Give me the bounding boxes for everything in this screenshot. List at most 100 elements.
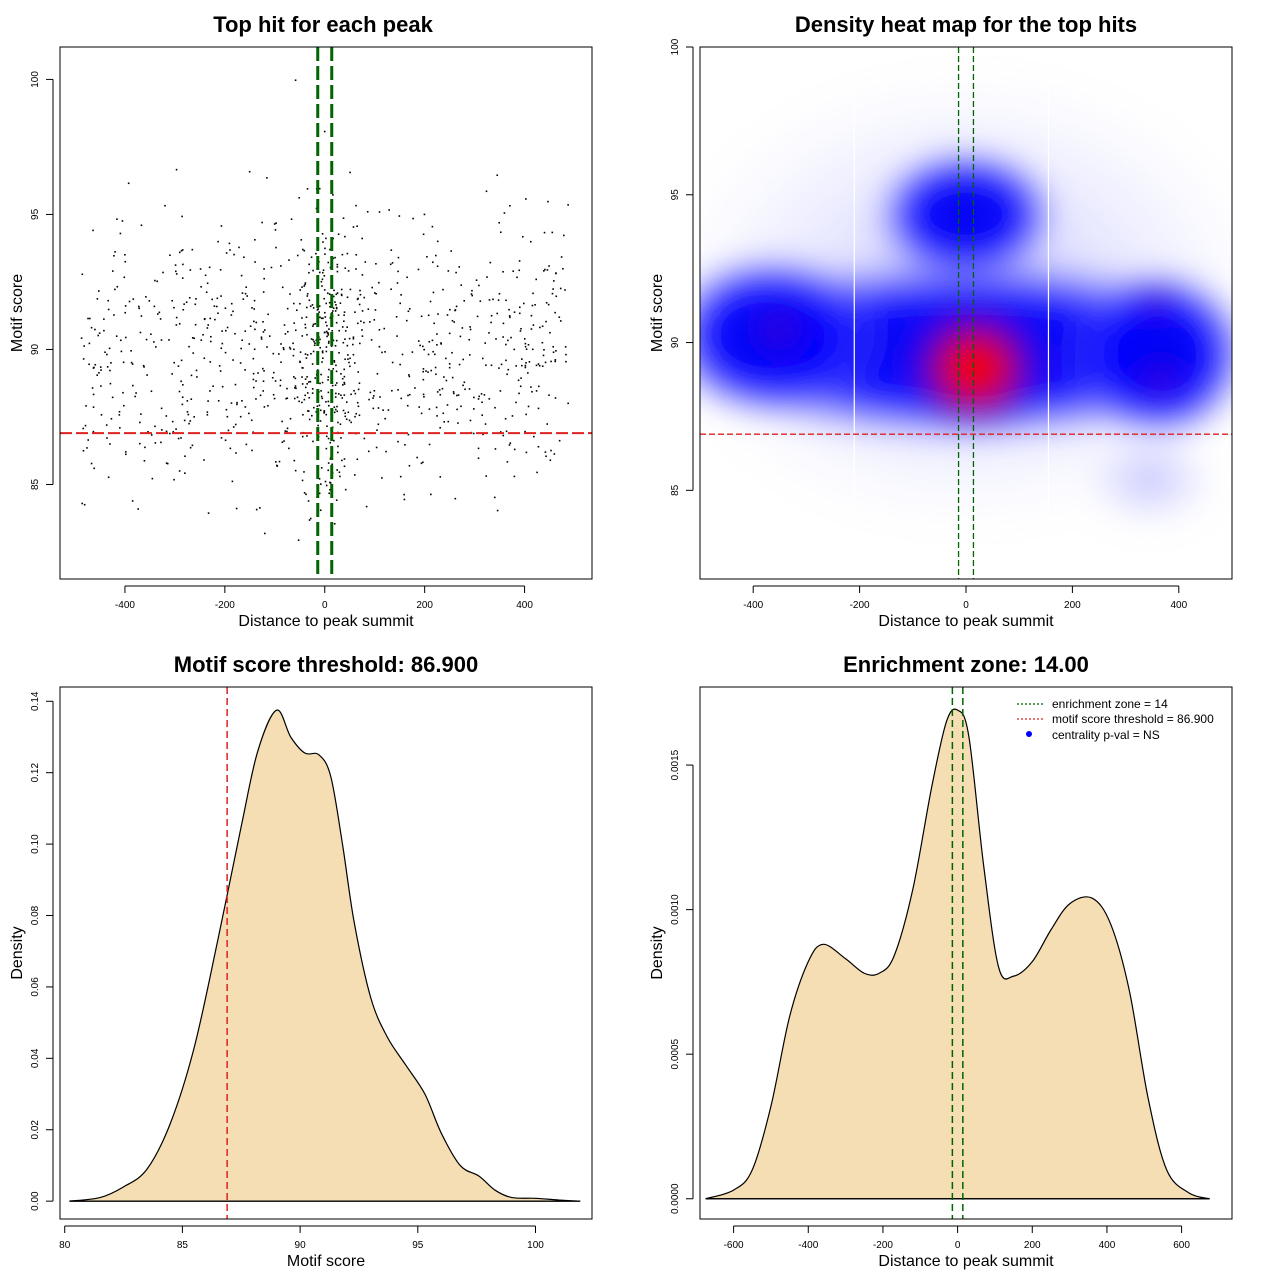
- scatter-point: [434, 366, 437, 369]
- scatter-point: [254, 328, 256, 331]
- scatter-point: [92, 430, 95, 433]
- scatter-point: [327, 379, 329, 381]
- scatter-point: [326, 324, 328, 327]
- scatter-point: [460, 405, 462, 408]
- scatter-point: [343, 465, 346, 468]
- scatter-point: [509, 204, 511, 207]
- scatter-point: [283, 324, 286, 326]
- scatter-point: [518, 269, 521, 272]
- scatter-point: [260, 336, 263, 339]
- scatter-point: [175, 168, 178, 171]
- scatter-point: [398, 215, 401, 217]
- scatter-point: [338, 329, 340, 332]
- scatter-point: [106, 353, 108, 356]
- scatter-point: [175, 428, 177, 430]
- scatter-point: [505, 359, 507, 362]
- scatter-point: [344, 412, 347, 415]
- scatter-point: [310, 352, 312, 355]
- scatter-point: [548, 265, 550, 267]
- scatter-point: [325, 484, 328, 487]
- scatter-point: [468, 338, 471, 341]
- scatter-point: [229, 249, 231, 251]
- scatter-point: [189, 446, 192, 449]
- heatmap-right-purple: [1125, 358, 1195, 402]
- scatter-point: [252, 378, 255, 381]
- scatter-point: [403, 493, 405, 496]
- scatter-x-tick-label: 0: [322, 600, 328, 611]
- scatter-point: [460, 284, 463, 286]
- scatter-point: [196, 376, 198, 378]
- scatter-point: [340, 373, 342, 375]
- scatter-point: [224, 351, 227, 354]
- scatter-point: [238, 246, 240, 249]
- scatter-point: [513, 448, 516, 451]
- scatter-point: [312, 269, 314, 272]
- scatter-point: [263, 277, 265, 280]
- scatter-point: [255, 508, 258, 511]
- scatter-point: [524, 342, 527, 345]
- scatter-point: [481, 357, 484, 360]
- scatter-point: [311, 304, 314, 306]
- distance-density-x-tick-label: 600: [1173, 1240, 1190, 1251]
- scatter-point: [302, 413, 304, 416]
- scatter-point: [248, 343, 251, 345]
- scatter-point: [281, 286, 284, 289]
- scatter-point: [109, 382, 112, 385]
- scatter-point: [499, 431, 502, 433]
- scatter-point: [318, 271, 321, 274]
- scatter-point: [494, 406, 496, 409]
- scatter-point: [272, 371, 275, 374]
- scatter-point: [471, 294, 474, 297]
- scatter-point: [554, 311, 556, 314]
- scatter-point: [391, 262, 394, 264]
- scatter-point: [358, 382, 361, 385]
- scatter-point: [172, 431, 175, 433]
- scatter-point: [175, 324, 178, 326]
- scatter-point: [100, 414, 103, 416]
- scatter-point: [346, 296, 349, 299]
- scatter-point: [255, 398, 257, 400]
- scatter-point: [325, 321, 327, 324]
- scatter-point: [375, 292, 377, 295]
- scatter-point: [327, 332, 329, 335]
- scatter-point: [471, 289, 473, 292]
- scatter-point: [285, 397, 287, 400]
- scatter-point: [327, 462, 330, 464]
- scatter-point: [304, 282, 307, 284]
- scatter-point: [518, 306, 521, 309]
- scatter-point: [435, 373, 437, 376]
- scatter-point: [193, 337, 195, 340]
- scatter-point: [321, 361, 323, 363]
- scatter-point: [144, 446, 146, 449]
- scatter-point: [252, 372, 255, 375]
- scatter-point: [378, 281, 380, 284]
- scatter-point: [397, 440, 399, 443]
- scatter-point: [130, 350, 132, 352]
- scatter-point: [315, 411, 318, 413]
- scatter-point: [178, 470, 181, 472]
- scatter-point: [288, 259, 290, 261]
- scatter-point: [423, 213, 426, 216]
- scatter-point: [336, 266, 339, 268]
- scatter-point: [376, 429, 378, 432]
- scatter-point: [473, 396, 475, 399]
- scatter-point: [177, 365, 180, 367]
- scatter-point: [303, 398, 306, 401]
- scatter-point: [536, 471, 538, 474]
- scatter-point: [122, 391, 124, 394]
- scatter-point: [355, 268, 357, 270]
- scatter-point: [220, 225, 223, 227]
- scatter-point: [200, 339, 203, 341]
- scatter-point: [531, 304, 534, 307]
- scatter-point: [156, 313, 159, 315]
- scatter-point: [203, 357, 206, 360]
- scatter-point: [100, 385, 102, 387]
- scatter-point: [457, 422, 459, 424]
- scatter-point: [143, 460, 146, 462]
- scatter-point: [180, 249, 183, 252]
- scatter-point: [503, 212, 506, 214]
- scatter-point: [469, 326, 471, 328]
- scatter-point: [375, 446, 378, 449]
- distance-density-x-tick-label: -400: [798, 1240, 818, 1251]
- scatter-point: [388, 209, 390, 211]
